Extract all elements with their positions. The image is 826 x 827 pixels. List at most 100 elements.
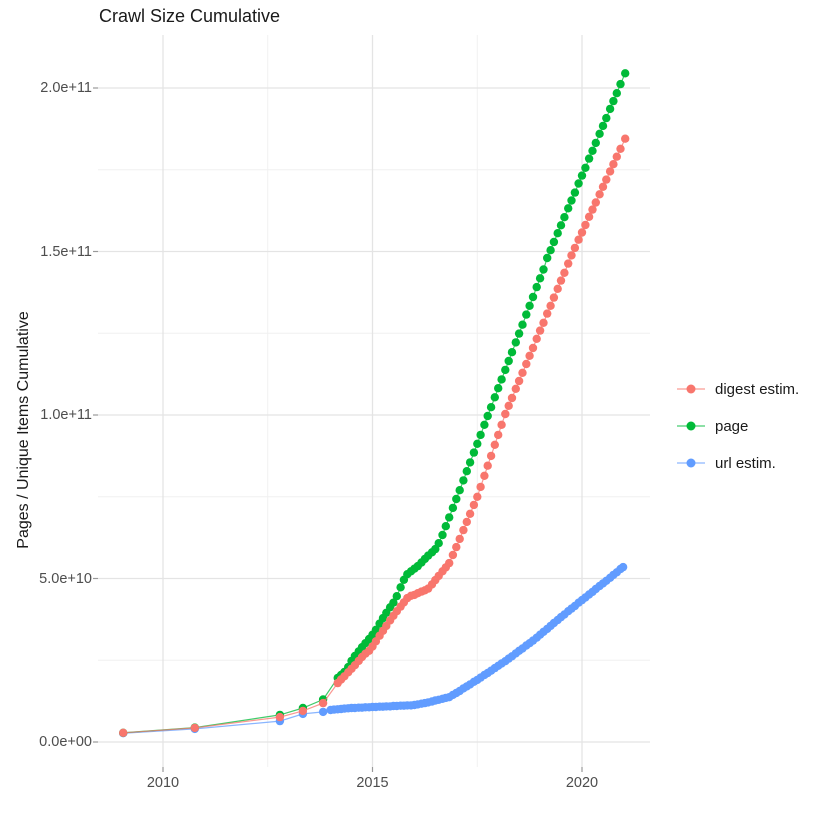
data-point (511, 384, 520, 393)
data-point (539, 265, 548, 274)
data-point (441, 522, 450, 531)
data-point (469, 500, 479, 510)
x-tick-label: 2015 (356, 775, 389, 791)
data-point (434, 539, 443, 548)
data-point (621, 69, 630, 78)
data-point (581, 163, 590, 172)
data-point (438, 530, 447, 540)
data-point (190, 723, 199, 733)
data-point (574, 179, 583, 188)
legend-item: digest estim. (676, 379, 799, 399)
data-point (584, 212, 594, 221)
data-point (525, 301, 534, 310)
legend-item: page (676, 416, 799, 436)
data-point (532, 282, 541, 292)
data-point (621, 134, 630, 143)
data-point (553, 229, 562, 238)
data-point (609, 160, 618, 169)
data-point (469, 448, 479, 457)
legend-label: url estim. (715, 454, 776, 472)
data-point (483, 461, 492, 470)
x-tick-label: 2020 (565, 775, 599, 791)
data-point (494, 384, 503, 393)
data-point (298, 706, 308, 716)
data-point (602, 113, 611, 123)
data-point (535, 326, 545, 335)
data-point (504, 401, 513, 410)
data-point (564, 204, 573, 213)
data-point (539, 318, 548, 327)
data-point (522, 359, 531, 369)
y-tick-label: 1.0e+11 (40, 407, 92, 423)
data-point (567, 196, 576, 205)
data-point (588, 146, 597, 155)
data-point (480, 420, 489, 429)
data-point (567, 251, 576, 260)
data-point (445, 513, 454, 522)
data-point (598, 121, 608, 131)
data-point (318, 707, 328, 717)
data-point (452, 494, 461, 504)
data-point (486, 451, 496, 461)
data-point (490, 440, 499, 449)
data-point (602, 175, 611, 184)
data-point (486, 403, 496, 412)
data-point (598, 182, 608, 191)
data-point (462, 517, 471, 527)
data-point (518, 368, 527, 377)
data-point (119, 728, 128, 737)
data-point (507, 348, 517, 357)
legend-label: page (715, 417, 749, 435)
data-point (543, 253, 552, 263)
data-point (455, 486, 464, 495)
data-point (570, 188, 580, 197)
data-point (549, 293, 559, 302)
data-point (465, 509, 475, 518)
data-point (574, 235, 583, 244)
data-point (459, 525, 468, 535)
data-point (605, 104, 615, 114)
data-point (473, 492, 482, 501)
data-point (473, 439, 482, 448)
data-point (556, 221, 566, 230)
data-point (549, 237, 559, 247)
data-point (497, 420, 506, 429)
data-point (605, 167, 615, 176)
data-point (480, 471, 489, 480)
data-point (584, 154, 594, 163)
data-point (577, 228, 587, 237)
data-point (595, 129, 604, 138)
data-point (591, 198, 600, 207)
legend-key-icon (677, 458, 705, 468)
data-point (553, 284, 562, 293)
data-point (452, 542, 461, 552)
legend-item: url estim. (676, 453, 799, 473)
chart-title: Crawl Size Cumulative (99, 6, 281, 26)
data-point (511, 338, 520, 347)
y-tick-label: 1.5e+11 (40, 243, 92, 260)
data-point (616, 144, 625, 153)
data-point (504, 356, 513, 366)
data-point (459, 476, 468, 485)
data-point (612, 89, 621, 98)
data-point (275, 712, 285, 722)
data-point (612, 152, 621, 161)
y-tick-label: 5.0e+10 (39, 570, 92, 587)
data-point (546, 301, 555, 310)
data-point (556, 276, 566, 285)
data-point (501, 365, 510, 375)
y-tick-label: 0.0e+00 (39, 734, 92, 750)
data-point (522, 310, 531, 319)
data-point (392, 592, 401, 601)
data-point (609, 96, 618, 106)
data-point (465, 458, 475, 467)
data-point (501, 409, 510, 419)
data-point (564, 259, 573, 268)
legend: digest estim. page url estim. (676, 379, 799, 490)
data-point (389, 598, 398, 607)
data-point (528, 292, 538, 302)
data-point (490, 393, 499, 402)
data-point (618, 562, 628, 572)
data-point (591, 138, 600, 148)
